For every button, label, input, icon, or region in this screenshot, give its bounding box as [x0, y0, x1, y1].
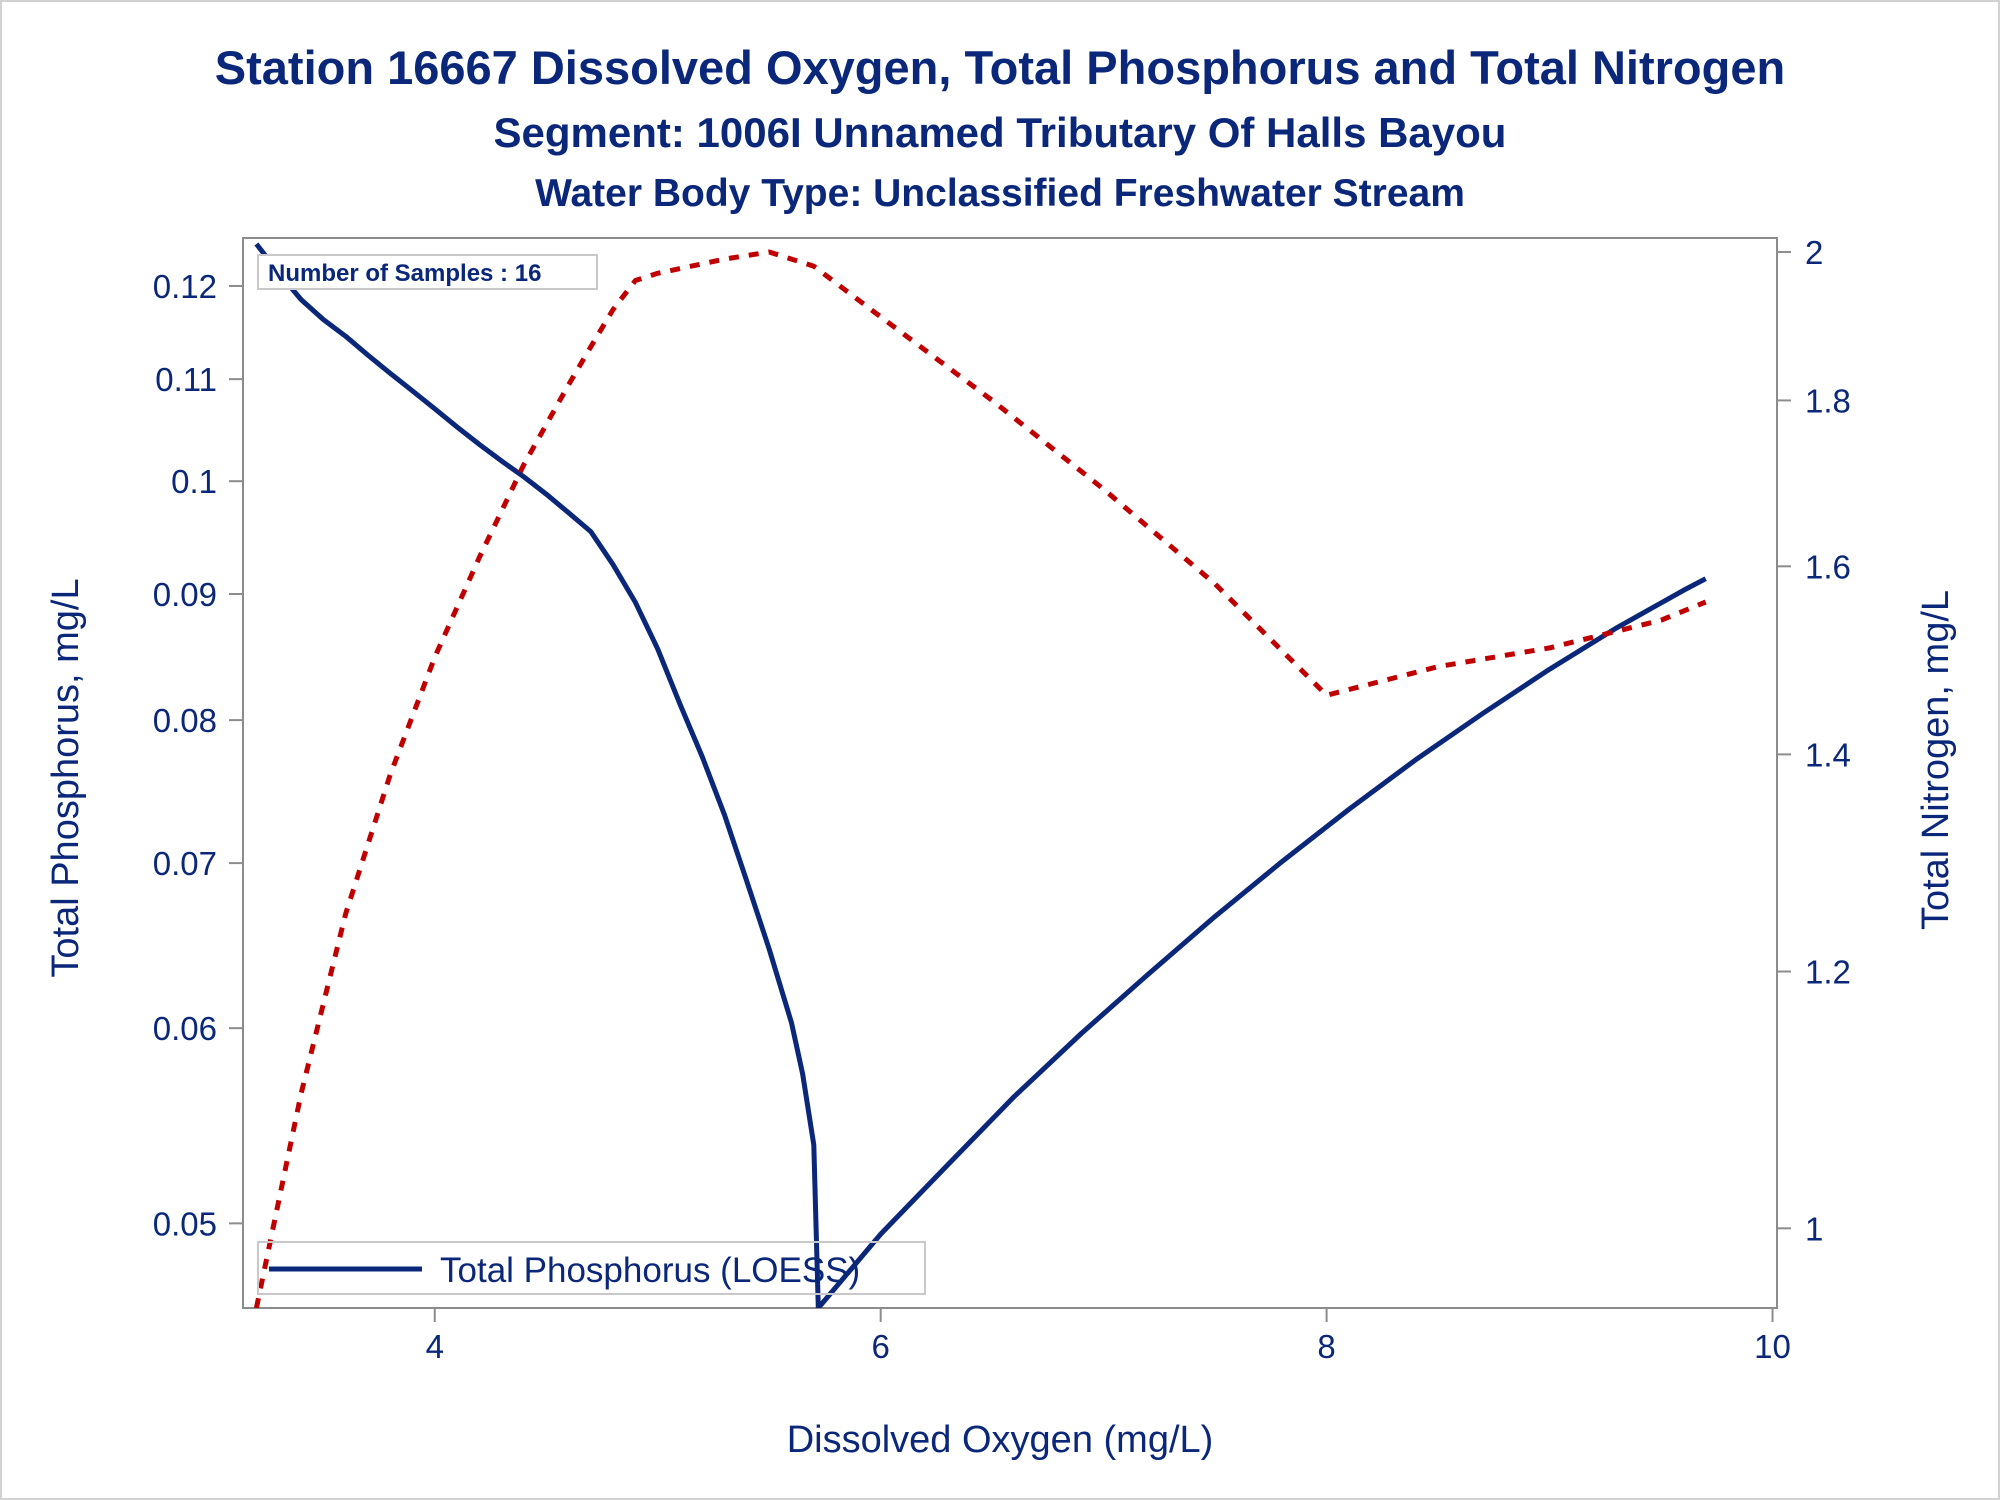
y2-tick-label: 2	[1805, 234, 1823, 271]
legend-label-total-phosphorus: Total Phosphorus (LOESS)	[440, 1251, 860, 1290]
samples-inset-box	[257, 254, 598, 290]
chart-subtitle-segment: Segment: 1006I Unnamed Tributary Of Hall…	[494, 109, 1507, 156]
y-tick-label: 0.09	[153, 576, 217, 613]
plot-area: 4 6 8 10 0.05 0.06 0.07 0.08 0.09 0.1 0.11 0.12 1 1.2…	[153, 234, 1851, 1365]
y2-tick-label: 1.8	[1805, 382, 1851, 419]
y-tick-label: 0.1	[171, 463, 217, 500]
x-tick-label: 4	[426, 1328, 444, 1365]
x-tick-label: 8	[1317, 1328, 1335, 1365]
series-line-total-phosphorus	[254, 242, 1707, 1308]
y2-tick-label: 1.2	[1805, 954, 1851, 991]
legend-box	[257, 1241, 926, 1295]
chart-subtitle-water-body: Water Body Type: Unclassified Freshwater…	[535, 172, 1465, 215]
y-tick-label: 0.07	[153, 845, 217, 882]
chart-title: Station 16667 Dissolved Oxygen, Total Ph…	[215, 41, 1785, 94]
x-axis-label: Dissolved Oxygen (mg/L)	[787, 1419, 1214, 1461]
y-tick-label: 0.11	[155, 361, 217, 398]
y-axis-label: Total Phosphorus, mg/L	[45, 578, 87, 977]
y2-axis-label: Total Nitrogen, mg/L	[1915, 590, 1957, 930]
y-tick-label: 0.05	[153, 1205, 217, 1242]
y-tick-label: 0.06	[153, 1010, 217, 1047]
samples-inset-label: Number of Samples : 16	[268, 260, 541, 287]
y2-tick-label: 1.6	[1805, 548, 1851, 585]
x-tick-label: 6	[872, 1328, 890, 1365]
x-tick-label: 10	[1754, 1328, 1791, 1365]
plot-border	[242, 237, 1778, 1309]
y-tick-label: 0.12	[153, 268, 217, 305]
y2-tick-label: 1.4	[1805, 736, 1851, 773]
series-group	[253, 242, 1707, 1308]
series-line-total-nitrogen	[253, 249, 1707, 1308]
y2-tick-label: 1	[1805, 1210, 1823, 1247]
y-tick-label: 0.08	[153, 702, 217, 739]
